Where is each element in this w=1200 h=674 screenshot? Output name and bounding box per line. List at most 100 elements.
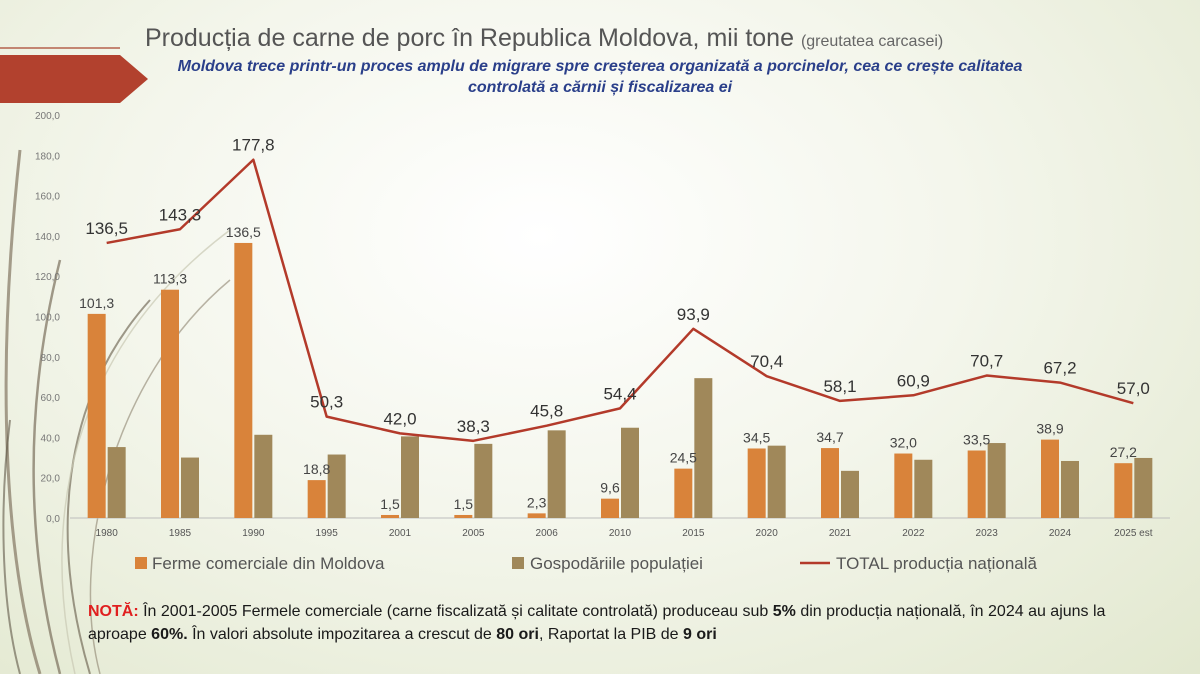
bar-commercial xyxy=(601,498,619,518)
bar-commercial xyxy=(894,453,913,518)
x-tick-label: 2001 xyxy=(389,528,412,539)
deco-curve xyxy=(4,149,42,674)
note-text: În 2001-2005 Fermele comerciale (carne f… xyxy=(138,603,773,620)
deco-curve xyxy=(66,299,151,674)
data-label-total: 42,0 xyxy=(383,409,416,428)
y-tick-label: 20,0 xyxy=(41,474,61,485)
bar-household xyxy=(107,447,126,518)
bar-commercial xyxy=(967,450,986,518)
bar-household xyxy=(254,434,273,518)
y-tick-label: 140,0 xyxy=(35,232,60,243)
bar-commercial xyxy=(454,514,473,518)
y-tick-label: 120,0 xyxy=(35,272,60,283)
data-label-total: 70,4 xyxy=(750,352,783,371)
bar-household xyxy=(987,443,1006,518)
x-tick-label: 2024 xyxy=(1049,528,1072,539)
note-text: din producția națională, în 2024 au ajun… xyxy=(88,603,1106,643)
accent-arrow xyxy=(0,55,148,103)
x-tick-label: 2020 xyxy=(756,528,779,539)
y-tick-label: 60,0 xyxy=(41,393,61,404)
bar-household xyxy=(547,430,566,518)
x-tick-label: 2015 xyxy=(682,528,705,539)
bar-commercial xyxy=(381,514,399,518)
chart-title-suffix: (greutatea carcasei) xyxy=(800,33,944,50)
legend-label-commercial: Ferme comerciale din Moldova xyxy=(152,554,385,573)
data-label-commercial: 24,5 xyxy=(670,450,697,466)
y-tick-label: 100,0 xyxy=(35,313,60,324)
bar-household xyxy=(1134,457,1153,518)
line-total xyxy=(106,158,1134,443)
y-tick-label: 200,0 xyxy=(35,111,60,122)
legend-swatch-commercial xyxy=(135,557,147,569)
deco-curve xyxy=(2,419,21,674)
x-tick-label: 1985 xyxy=(169,528,192,539)
legend-label-household: Gospodăriile populației xyxy=(530,554,703,573)
y-tick-label: 0,0 xyxy=(46,514,60,525)
bar-household xyxy=(1061,460,1079,518)
deco-curve xyxy=(32,259,62,674)
bar-commercial xyxy=(821,448,839,518)
bar-household xyxy=(474,443,493,518)
bar-commercial xyxy=(234,242,253,518)
data-label-commercial: 9,6 xyxy=(600,480,620,496)
x-tick-label: 2010 xyxy=(609,528,632,539)
note-bold: 9 ori xyxy=(683,626,717,643)
bar-commercial xyxy=(1041,439,1059,518)
bar-commercial xyxy=(747,448,766,518)
x-tick-label: 2021 xyxy=(829,528,852,539)
legend-label-total: TOTAL producția națională xyxy=(836,554,1038,573)
data-label-total: 67,2 xyxy=(1043,359,1076,378)
bar-household xyxy=(181,457,199,518)
x-tick-label: 2025 est xyxy=(1114,528,1153,539)
data-label-total: 58,1 xyxy=(823,377,856,396)
bar-commercial xyxy=(161,289,179,518)
data-label-total: 60,9 xyxy=(897,371,930,390)
bar-household xyxy=(401,436,419,518)
x-tick-label: 1980 xyxy=(96,528,119,539)
bar-commercial xyxy=(87,313,106,518)
bar-household xyxy=(914,459,933,518)
bar-household xyxy=(621,427,639,518)
chart-subtitle: Moldova trece printr-un proces amplu de … xyxy=(177,58,1023,96)
note-bold: 60%. xyxy=(151,626,188,643)
bar-commercial xyxy=(307,480,326,518)
y-tick-label: 40,0 xyxy=(41,433,61,444)
data-label-commercial: 33,5 xyxy=(963,431,990,447)
data-label-commercial: 27,2 xyxy=(1110,444,1137,460)
data-label-total: 45,8 xyxy=(530,402,563,421)
x-tick-label: 1990 xyxy=(242,528,265,539)
bar-commercial xyxy=(527,513,546,518)
data-label-commercial: 1,5 xyxy=(454,496,474,512)
data-label-commercial: 2,3 xyxy=(527,494,547,510)
chart-title: Producția de carne de porc în Republica … xyxy=(145,24,794,52)
note-text: În valori absolute impozitarea a crescut… xyxy=(187,626,497,643)
data-label-commercial: 136,5 xyxy=(226,224,261,240)
x-tick-label: 2023 xyxy=(976,528,999,539)
x-tick-label: 2005 xyxy=(462,528,485,539)
x-tick-label: 2022 xyxy=(902,528,925,539)
data-label-total: 93,9 xyxy=(677,305,710,324)
note-label: NOTĂ: xyxy=(88,603,139,620)
data-label-commercial: 34,7 xyxy=(816,429,843,445)
data-label-total: 143,3 xyxy=(159,205,202,224)
note-bold: 80 ori xyxy=(496,626,539,643)
note-text: , Raportat la PIB de xyxy=(538,626,684,643)
bar-household xyxy=(694,378,713,518)
data-label-commercial: 113,3 xyxy=(153,271,187,287)
y-tick-label: 160,0 xyxy=(35,192,60,203)
x-tick-label: 2006 xyxy=(536,528,559,539)
bar-household xyxy=(841,470,859,518)
data-label-commercial: 1,5 xyxy=(380,496,400,512)
note-bold: 5% xyxy=(772,603,796,620)
bar-commercial xyxy=(674,468,693,518)
data-label-total: 136,5 xyxy=(85,219,128,238)
x-tick-label: 1995 xyxy=(316,528,339,539)
deco-curve xyxy=(61,229,231,674)
data-label-commercial: 34,5 xyxy=(743,429,770,445)
footnote: NOTĂ: În 2001-2005 Fermele comerciale (c… xyxy=(88,600,1168,646)
data-label-total: 54,4 xyxy=(603,384,636,403)
data-label-total: 57,0 xyxy=(1117,379,1150,398)
data-label-commercial: 101,3 xyxy=(79,295,114,311)
data-label-total: 177,8 xyxy=(232,136,275,155)
bar-commercial xyxy=(1114,463,1133,518)
